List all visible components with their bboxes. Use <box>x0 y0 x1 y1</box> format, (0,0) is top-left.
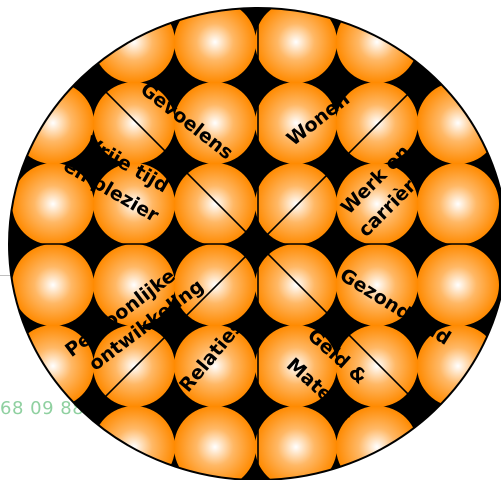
sphere-tile <box>93 163 175 245</box>
sphere-tile <box>255 244 337 326</box>
sphere-tile <box>93 325 175 407</box>
sphere-tile <box>417 244 499 326</box>
sphere-tile <box>12 406 94 480</box>
sphere-tile <box>174 8 256 83</box>
sphere-tile <box>255 325 337 407</box>
sphere-tile <box>93 82 175 164</box>
sphere-tile <box>12 8 94 83</box>
sphere-tile <box>174 163 256 245</box>
sphere-tile <box>93 8 175 83</box>
sphere-tile <box>255 163 337 245</box>
sphere-tile <box>174 82 256 164</box>
sphere-tile <box>336 82 418 164</box>
sphere-tile <box>255 8 337 83</box>
sphere-tile <box>12 244 94 326</box>
sphere-tile <box>12 163 94 245</box>
sphere-tile <box>255 406 337 480</box>
sphere-tile <box>336 244 418 326</box>
sphere-tile <box>12 82 94 164</box>
sphere-tile <box>255 82 337 164</box>
sphere-tile <box>174 406 256 480</box>
sphere-tile <box>174 244 256 326</box>
sphere-tile <box>174 325 256 407</box>
wheel-rim <box>8 7 501 480</box>
sphere-tile <box>417 163 499 245</box>
sphere-tile <box>336 325 418 407</box>
sphere-tile <box>336 8 418 83</box>
sphere-tile <box>417 8 499 83</box>
divider-diagonal-anti <box>19 8 497 480</box>
sphere-tile <box>93 244 175 326</box>
sphere-tile <box>417 406 499 480</box>
sphere-tile <box>336 163 418 245</box>
